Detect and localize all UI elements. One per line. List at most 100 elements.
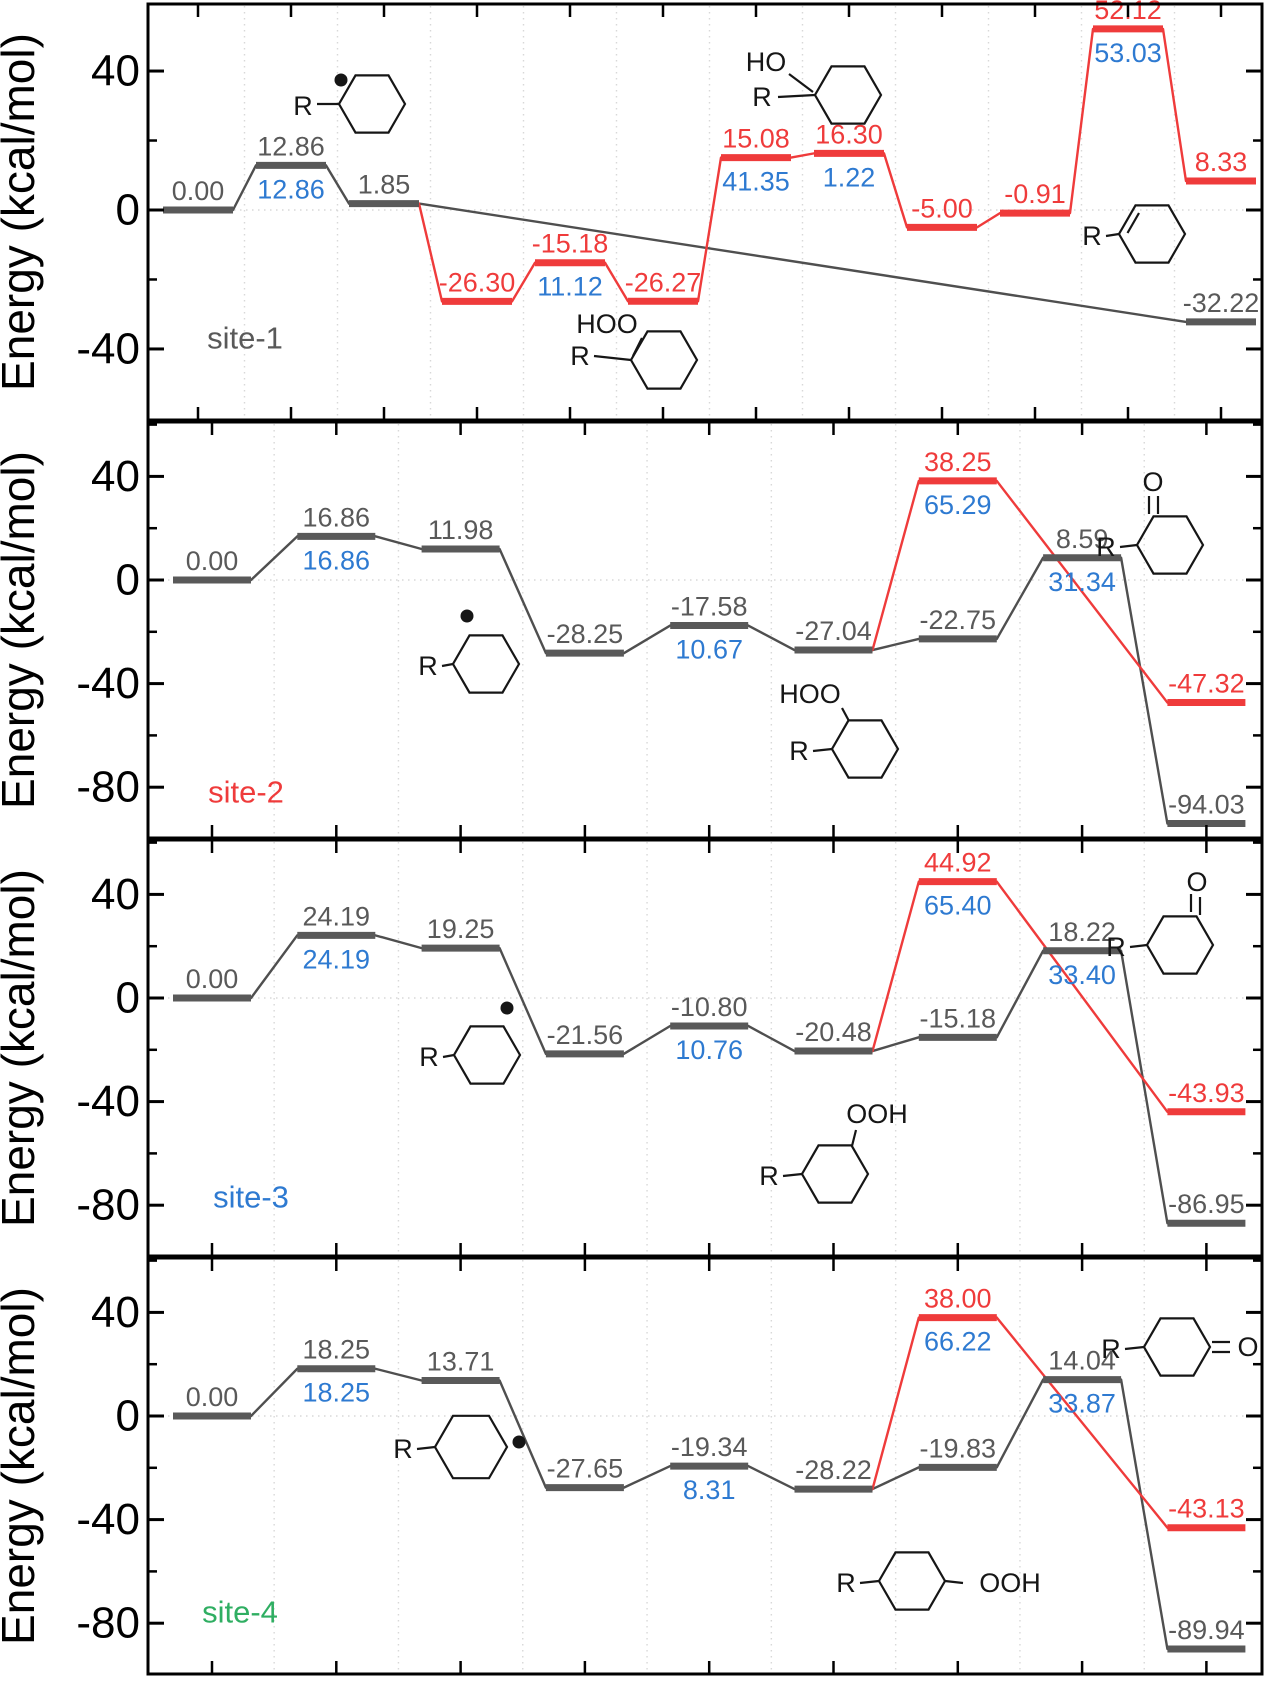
cyclohexyl-radical-site4-structure: R bbox=[393, 1414, 526, 1480]
structure-text: OOH bbox=[979, 1568, 1041, 1598]
structure-text: R bbox=[418, 651, 438, 681]
structure-text: R bbox=[1096, 532, 1116, 562]
structure-text: R bbox=[1082, 221, 1102, 251]
connector-line bbox=[249, 934, 299, 1000]
ring-bond bbox=[777, 93, 816, 99]
connector-line bbox=[871, 479, 920, 652]
structure-text: R bbox=[1106, 932, 1126, 962]
y-tick-label: -40 bbox=[76, 659, 140, 708]
level-label: -21.56 bbox=[547, 1020, 624, 1050]
barrier-label: 33.40 bbox=[1048, 960, 1116, 990]
y-tick-label: 40 bbox=[91, 1288, 140, 1337]
level-label: -26.27 bbox=[625, 267, 702, 297]
structure-text: R bbox=[752, 82, 772, 112]
ring-bond bbox=[593, 354, 632, 362]
connector-line bbox=[995, 1316, 1169, 1529]
level-label: -5.00 bbox=[911, 193, 973, 223]
connector-line bbox=[498, 1379, 548, 1489]
site-label: site-2 bbox=[208, 775, 284, 810]
level-label: 0.00 bbox=[186, 964, 239, 994]
barrier-label: 16.86 bbox=[303, 545, 371, 575]
barrier-label: 24.19 bbox=[303, 944, 371, 974]
connector-line bbox=[510, 261, 537, 303]
ring-bond bbox=[1124, 1345, 1145, 1351]
y-tick-label: 40 bbox=[91, 47, 140, 96]
y-tick-label: 0 bbox=[116, 1392, 140, 1441]
connector-line bbox=[747, 1464, 796, 1491]
barrier-label: 65.40 bbox=[924, 891, 992, 921]
connector-line bbox=[249, 535, 299, 582]
level-label: -43.13 bbox=[1168, 1494, 1245, 1524]
connector-line bbox=[789, 152, 816, 159]
connector-line bbox=[871, 1316, 920, 1491]
connector-line bbox=[231, 164, 258, 212]
barrier-label: 12.86 bbox=[257, 174, 325, 204]
cyclohexyl-radical-site3-structure: R bbox=[419, 1001, 522, 1085]
level-label: -47.32 bbox=[1168, 669, 1245, 699]
barrier-label: 53.03 bbox=[1094, 38, 1162, 68]
connector-line bbox=[498, 946, 548, 1056]
structure-text: O bbox=[1142, 467, 1163, 497]
cyclohexanone-site3-structure: RO bbox=[1106, 867, 1215, 975]
level-label: -20.48 bbox=[795, 1017, 872, 1047]
structure-text: O bbox=[1237, 1332, 1258, 1362]
connector-line bbox=[975, 211, 1002, 229]
y-axis-title: Energy (kcal/mol) bbox=[0, 33, 44, 391]
y-axis-title: Energy (kcal/mol) bbox=[0, 451, 44, 809]
connector-line bbox=[747, 1024, 796, 1053]
ring-bond bbox=[1129, 943, 1148, 949]
y-tick-label: 0 bbox=[116, 974, 140, 1023]
connector-line bbox=[622, 1024, 672, 1056]
level-label: 38.25 bbox=[924, 447, 992, 477]
level-label: 19.25 bbox=[427, 914, 495, 944]
ring-bond bbox=[850, 1129, 858, 1147]
radical-dot-icon bbox=[334, 73, 348, 87]
connector-line bbox=[871, 637, 920, 652]
level-label: -22.75 bbox=[920, 605, 997, 635]
level-label: -10.80 bbox=[671, 992, 748, 1022]
cyclohexanol-site1-structure: HO R bbox=[746, 47, 883, 125]
level-label: -89.94 bbox=[1168, 1615, 1245, 1645]
structure-text: R bbox=[570, 341, 590, 371]
y-tick-label: -40 bbox=[76, 324, 140, 373]
y-tick-label: 0 bbox=[116, 186, 140, 235]
barrier-label: 10.67 bbox=[675, 635, 743, 665]
connector-line bbox=[882, 152, 909, 229]
structure-text: R bbox=[836, 1568, 856, 1598]
level-label: -26.30 bbox=[439, 267, 516, 297]
level-label: 0.00 bbox=[186, 546, 239, 576]
level-label: 1.85 bbox=[358, 170, 411, 200]
site-label: site-4 bbox=[202, 1595, 278, 1630]
ring-bond bbox=[1126, 212, 1140, 234]
level-label: 15.08 bbox=[722, 124, 790, 154]
y-tick-label: 40 bbox=[91, 452, 140, 501]
structure-text: R bbox=[393, 1434, 413, 1464]
barrier-label: 8.31 bbox=[683, 1475, 736, 1505]
level-label: -43.93 bbox=[1168, 1078, 1245, 1108]
ring-bond bbox=[841, 707, 850, 722]
ring-bond bbox=[632, 337, 643, 357]
y-axis-title: Energy (kcal/mol) bbox=[0, 869, 44, 1227]
y-tick-label: -40 bbox=[76, 1495, 140, 1544]
level-label: -28.22 bbox=[795, 1455, 872, 1485]
ring-bond bbox=[441, 662, 454, 668]
level-label: 24.19 bbox=[303, 901, 371, 931]
level-label: -15.18 bbox=[920, 1003, 997, 1033]
barrier-label: 31.34 bbox=[1048, 567, 1116, 597]
ring-bond bbox=[1119, 543, 1138, 549]
connector-line bbox=[1119, 1378, 1169, 1651]
connector-line bbox=[995, 1378, 1045, 1469]
ring-bond bbox=[442, 1053, 455, 1059]
connector-line bbox=[995, 949, 1045, 1039]
connector-line bbox=[747, 624, 796, 652]
connector-line bbox=[995, 479, 1169, 704]
structure-text: R bbox=[293, 91, 313, 121]
ring-bond bbox=[812, 747, 833, 753]
panel-border bbox=[146, 1256, 1264, 1676]
structure-text: R bbox=[419, 1042, 439, 1072]
connector-line bbox=[622, 624, 672, 655]
level-label: -86.95 bbox=[1168, 1189, 1245, 1219]
